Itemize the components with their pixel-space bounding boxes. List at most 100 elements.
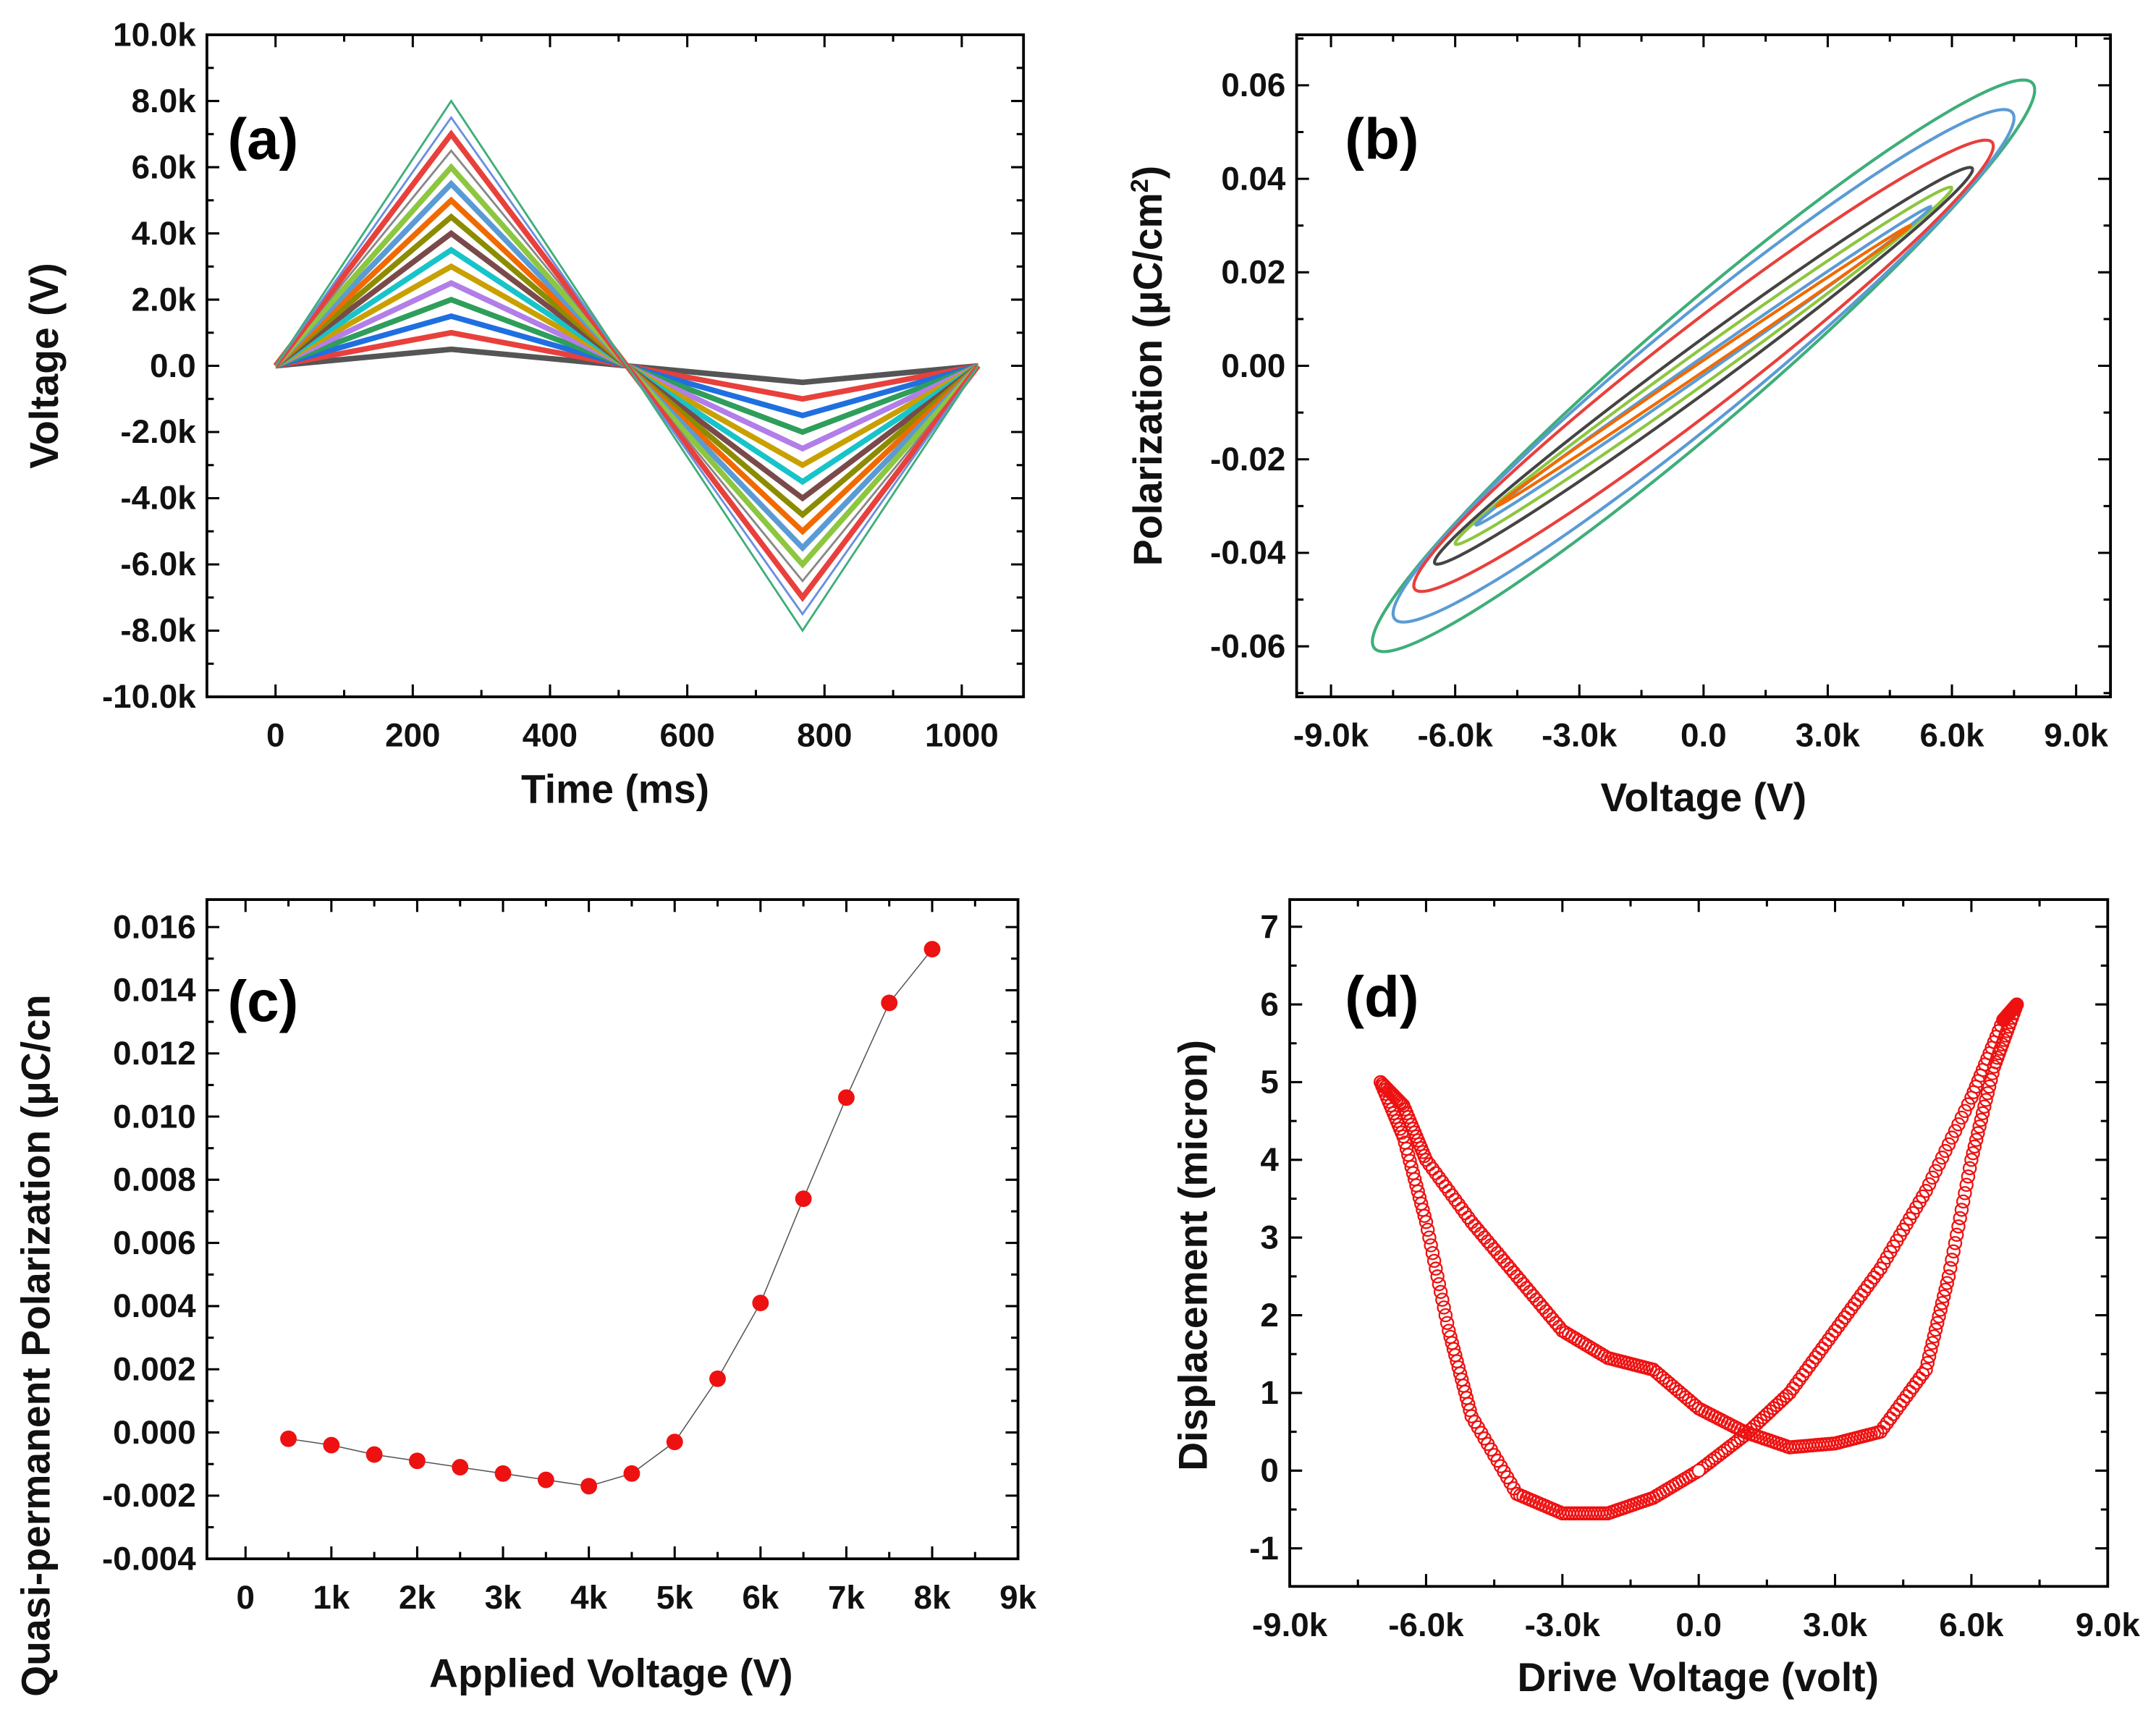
data-point [1510, 1269, 1524, 1284]
x-axis-label: Voltage (V) [1601, 775, 1807, 820]
x-tick-label: 0 [266, 717, 284, 754]
x-tick-label: -9.0k [1252, 1606, 1328, 1643]
data-point [1440, 1316, 1455, 1331]
y-tick-label: -10.0k [102, 678, 196, 715]
y-tick-label: -6.0k [120, 546, 196, 583]
x-tick-label: 4k [570, 1579, 607, 1616]
data-point [1945, 1253, 1959, 1267]
data-point [1925, 1170, 1940, 1185]
data-point [795, 1190, 812, 1207]
data-point [1937, 1289, 1951, 1304]
data-point [280, 1430, 297, 1447]
data-point [1971, 1126, 1985, 1140]
data-point [1975, 1106, 1990, 1121]
data-point [1958, 1186, 1972, 1200]
x-tick-label: -3.0k [1525, 1606, 1601, 1643]
x-tick-label: 0 [237, 1579, 255, 1616]
x-tick-label: -6.0k [1388, 1606, 1464, 1643]
data-point [1490, 1245, 1505, 1261]
x-tick-label: 6k [742, 1579, 779, 1616]
panel-label: (d) [1345, 965, 1419, 1029]
x-tick-label: 600 [659, 717, 714, 754]
data-point [1972, 1119, 1987, 1134]
y-tick-label: 0.06 [1221, 67, 1285, 103]
data-point [1513, 1273, 1528, 1287]
data-point [1954, 1110, 1969, 1125]
x-tick-label: 6.0k [1939, 1606, 2004, 1643]
x-tick-label: -6.0k [1418, 717, 1494, 754]
panel-a: 0 200 400 600 800 1000 -10.0k -8.0k -6.0k -4.0k -2… [22, 16, 1026, 812]
data-point [623, 1465, 641, 1482]
plot-area [280, 941, 941, 1495]
data-point [1941, 1269, 1956, 1284]
data-point [1985, 1066, 2000, 1080]
data-point [1950, 1227, 1964, 1242]
y-axis-label-main: Polarization (μC/cm [1125, 192, 1170, 566]
data-point [1958, 1104, 1972, 1119]
plot-area [1373, 997, 2024, 1521]
y-tick-label: 0.012 [113, 1035, 195, 1072]
x-tick-label: -3.0k [1542, 717, 1618, 754]
data-point [409, 1452, 426, 1470]
hysteresis-loop [1371, 78, 2037, 653]
data-point [1463, 1402, 1477, 1418]
data-point [323, 1436, 340, 1454]
data-point [1932, 1157, 1946, 1172]
data-point [1425, 1245, 1440, 1261]
data-point [1506, 1265, 1521, 1280]
data-point [452, 1459, 469, 1476]
data-point [1497, 1253, 1511, 1269]
x-tick-label: 800 [797, 717, 852, 754]
data-point [1545, 1312, 1560, 1326]
data-point [1433, 1284, 1448, 1300]
x-tick-label: 9.0k [2044, 717, 2109, 754]
data-point [752, 1295, 769, 1312]
y-tick-label: 0.006 [113, 1224, 195, 1261]
x-tick-label: 9k [999, 1579, 1036, 1616]
y-tick-label: 10.0k [113, 16, 196, 53]
data-point [1928, 1322, 1943, 1337]
panel-d: -9.0k -6.0k -3.0k 0.0 3.0k 6.0k 9.0k -1 0 1 2 3 4 5 6 7… [1171, 898, 2140, 1700]
y-tick-label: 2 [1260, 1297, 1278, 1334]
x-tick-label: 7k [828, 1579, 865, 1616]
panel-c: 0 1k 2k 3k 4k 5k 6k 7k 8k 9k -0.004 -0.002 0.000 0.00… [14, 898, 1037, 1697]
y-axis-label: Polarization (μC/cm2) [1125, 166, 1170, 566]
data-point [1419, 1215, 1434, 1229]
y-tick-label: -0.002 [102, 1477, 196, 1514]
y-tick-label: 4 [1260, 1141, 1279, 1178]
data-point [1928, 1164, 1943, 1178]
y-tick-label: 6.0k [132, 148, 197, 185]
data-point [1500, 1258, 1515, 1272]
y-tick-label: 0.000 [113, 1414, 195, 1451]
panel-label: (a) [227, 107, 298, 172]
data-point [1417, 1208, 1432, 1224]
y-tick-label: 0.010 [113, 1098, 195, 1135]
data-point [1925, 1336, 1940, 1350]
x-tick-label: 1k [313, 1579, 350, 1616]
data-point [1519, 1281, 1534, 1295]
y-tick-label: 7 [1260, 908, 1278, 945]
x-tick-label: 0.0 [1675, 1606, 1722, 1643]
data-point [1532, 1296, 1547, 1311]
data-point [1426, 1253, 1442, 1269]
data-point [1982, 1079, 1997, 1094]
x-tick-label: 1000 [925, 717, 999, 754]
data-point [1935, 1295, 1950, 1310]
data-point [1503, 1261, 1518, 1276]
y-tick-label: 1 [1260, 1374, 1278, 1411]
data-point [1484, 1238, 1498, 1253]
data-point [494, 1465, 512, 1482]
data-point [1938, 1143, 1953, 1159]
x-tick-label: 0.0 [1681, 717, 1727, 754]
panel-label: (c) [227, 969, 298, 1033]
y-tick-label: 4.0k [132, 215, 197, 252]
x-axis-label: Time (ms) [521, 767, 709, 812]
x-tick-label: 6.0k [1920, 717, 1985, 754]
y-tick-label: 0.0 [150, 347, 196, 384]
data-point [1922, 1349, 1937, 1364]
data-point [1919, 1184, 1933, 1198]
data-point [1437, 1300, 1451, 1315]
data-point [1523, 1284, 1537, 1300]
connecting-line [288, 949, 933, 1487]
